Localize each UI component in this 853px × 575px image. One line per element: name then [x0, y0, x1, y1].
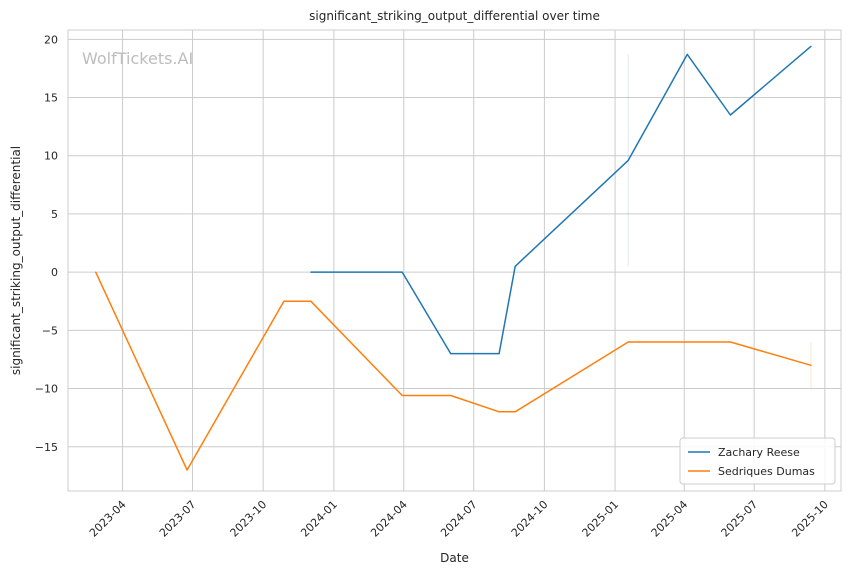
- series-point-2: [498, 411, 500, 413]
- y-axis-ticks: −15 −10 −5 0 5 10 15 20: [35, 33, 58, 453]
- y-tick-label: 5: [51, 208, 58, 221]
- watermark-text: WolfTickets.AI: [82, 49, 193, 68]
- y-tick-label: 15: [44, 92, 58, 105]
- series-point-2: [310, 300, 312, 302]
- chart-title: significant_striking_output_differential…: [309, 9, 600, 23]
- y-tick-label: −15: [35, 441, 58, 454]
- grid-lines: [68, 30, 841, 491]
- series-point-2: [186, 469, 188, 471]
- series-point-1: [627, 159, 629, 161]
- y-axis-title: significant_striking_output_differential: [9, 146, 23, 375]
- plot-area-frame: [67, 29, 842, 492]
- series-point-2: [401, 394, 403, 397]
- series-point-1: [401, 271, 403, 273]
- y-tick-label: 10: [44, 150, 58, 163]
- series-point-1: [810, 45, 812, 47]
- series-point-2: [283, 300, 285, 302]
- series-point-1: [498, 353, 500, 355]
- series-point-1: [729, 114, 731, 116]
- x-axis-title: Date: [440, 551, 469, 565]
- series-point-2: [627, 341, 629, 343]
- y-tick-label: 0: [51, 266, 58, 279]
- y-tick-label: −10: [35, 383, 58, 396]
- series-point-2: [95, 271, 97, 273]
- series-point-2: [729, 341, 731, 343]
- series-point-2: [450, 394, 452, 397]
- series-point-2: [514, 411, 516, 413]
- legend-label: Sedriques Dumas: [718, 465, 815, 478]
- series-point-2: [810, 364, 812, 366]
- series-lines: [95, 45, 812, 471]
- legend-label: Zachary Reese: [718, 446, 800, 459]
- series-point-1: [310, 271, 312, 273]
- series-point-1: [686, 53, 688, 56]
- legend: Zachary Reese Sedriques Dumas: [679, 437, 836, 485]
- series-point-1: [450, 353, 452, 355]
- legend-box: [679, 437, 836, 485]
- y-tick-label: 20: [44, 33, 58, 46]
- y-tick-label: −5: [42, 324, 58, 337]
- series-point-1: [514, 265, 516, 267]
